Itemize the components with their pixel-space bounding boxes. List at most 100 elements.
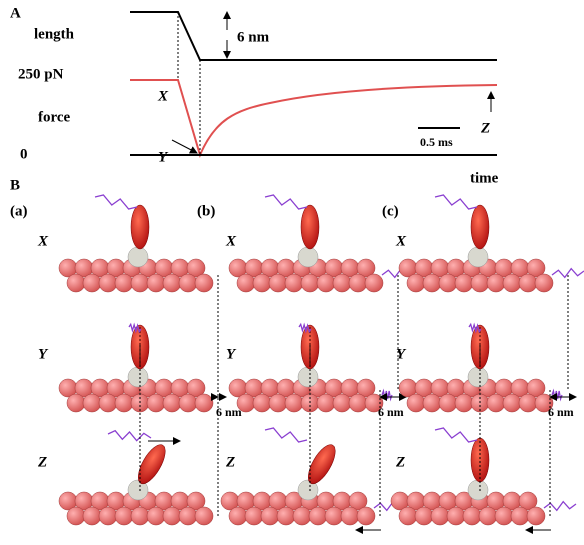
spring: [551, 267, 584, 279]
myosin-head: [470, 437, 490, 483]
actin: [364, 273, 384, 293]
actin: [162, 506, 182, 526]
actin: [284, 393, 304, 413]
actin: [340, 506, 360, 526]
row-label: X: [395, 233, 407, 249]
column-label: (c): [382, 203, 399, 219]
actin: [526, 378, 546, 398]
myosin-head: [138, 444, 166, 485]
actin: [146, 393, 166, 413]
actin: [454, 393, 474, 413]
actin: [308, 506, 328, 526]
actin: [194, 273, 214, 293]
spring: [264, 194, 308, 210]
actin: [284, 273, 304, 293]
myosin-head: [300, 204, 320, 250]
actin: [422, 393, 442, 413]
actin: [98, 273, 118, 293]
actin: [244, 506, 264, 526]
actin: [114, 273, 134, 293]
actin: [510, 506, 530, 526]
actin: [114, 393, 134, 413]
actin: [130, 506, 150, 526]
actin: [422, 273, 442, 293]
row-label: Y: [396, 346, 407, 362]
actin: [518, 393, 538, 413]
compressed-spring: [551, 388, 563, 402]
myosin-base: [467, 246, 489, 268]
panel-label: B: [10, 177, 20, 193]
actin: [130, 273, 150, 293]
spring: [94, 194, 138, 210]
actin: [486, 393, 506, 413]
actin: [316, 393, 336, 413]
myosin-base: [467, 479, 489, 501]
actin: [268, 393, 288, 413]
actin: [146, 506, 166, 526]
actin: [356, 378, 376, 398]
actin: [526, 506, 546, 526]
actin: [186, 491, 206, 511]
row-label: Z: [395, 454, 405, 470]
actin: [236, 273, 256, 293]
actin: [82, 273, 102, 293]
displacement-label: 6 nm: [378, 405, 404, 419]
actin: [82, 393, 102, 413]
arrow: [171, 139, 198, 154]
actin: [348, 273, 368, 293]
actin: [186, 258, 206, 278]
actin: [98, 506, 118, 526]
zero-label: 0: [20, 146, 28, 162]
actin: [478, 506, 498, 526]
actin: [300, 273, 320, 293]
actin: [332, 393, 352, 413]
actin: [398, 506, 418, 526]
actin: [348, 491, 368, 511]
actin: [146, 273, 166, 293]
actin: [438, 273, 458, 293]
force-trace: [130, 79, 498, 158]
point-x: X: [157, 88, 169, 104]
row-label: Y: [38, 346, 49, 362]
compressed-spring: [468, 322, 482, 334]
actin: [82, 506, 102, 526]
myosin-head: [130, 204, 150, 250]
actin: [162, 273, 182, 293]
actin: [252, 273, 272, 293]
actin: [438, 393, 458, 413]
spring: [434, 194, 478, 210]
myosin-base: [127, 246, 149, 268]
panel-b: (a) X Y Z 6 nm (b) X Y Z 6 nm (c) X Y Z 6 nm: [10, 194, 584, 534]
actin: [292, 506, 312, 526]
actin: [228, 506, 248, 526]
actin: [252, 393, 272, 413]
spring: [434, 427, 478, 443]
myosin-base: [127, 366, 149, 388]
actin: [414, 506, 434, 526]
compressed-spring: [381, 388, 393, 402]
actin: [364, 393, 384, 413]
row-label: Y: [226, 346, 237, 362]
row-label: Z: [225, 454, 235, 470]
actin: [348, 393, 368, 413]
actin: [534, 393, 554, 413]
actin: [178, 393, 198, 413]
force-label: force: [38, 109, 71, 125]
actin: [98, 393, 118, 413]
force-value: 250 pN: [18, 66, 64, 82]
spring: [107, 429, 152, 442]
actin: [406, 393, 426, 413]
myosin-head: [308, 444, 336, 485]
column-label: (a): [10, 203, 28, 219]
point-z: Z: [480, 120, 490, 136]
panel-a: A length 6 nm 250 pN X force Y 0 0.5 ms …: [10, 5, 499, 186]
actin: [470, 273, 490, 293]
column-label: (b): [197, 203, 215, 219]
actin: [526, 258, 546, 278]
actin: [494, 506, 514, 526]
myosin-base: [297, 366, 319, 388]
row-label: X: [37, 233, 49, 249]
row-label: Z: [37, 454, 47, 470]
compressed-spring: [298, 322, 312, 334]
